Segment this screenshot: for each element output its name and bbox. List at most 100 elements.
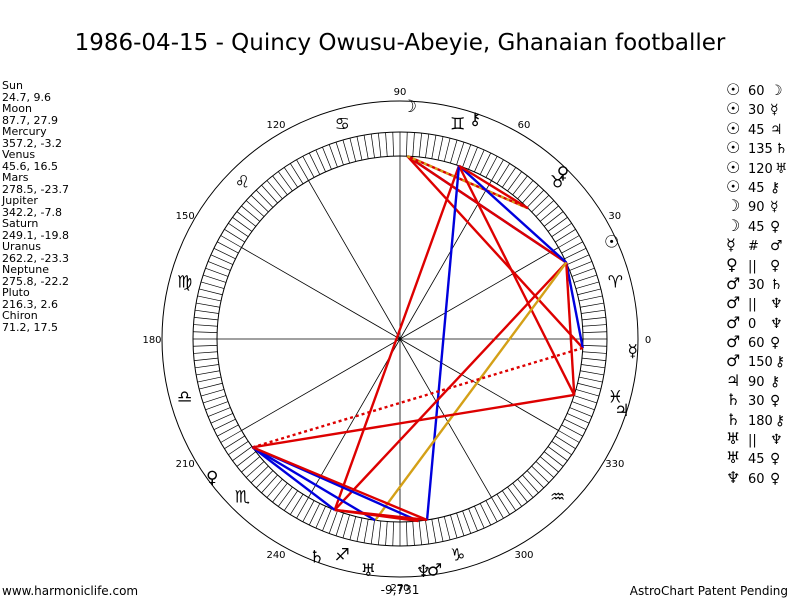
degree-tick bbox=[535, 200, 555, 217]
aspect-row: ♂ || ♆ bbox=[726, 293, 787, 312]
outer-circle bbox=[161, 100, 639, 578]
degree-label: 0 bbox=[645, 335, 651, 346]
degree-tick bbox=[193, 345, 218, 347]
degree-tick bbox=[199, 382, 223, 390]
aspect-angle: 150 bbox=[748, 355, 773, 371]
degree-tick bbox=[502, 167, 517, 188]
degree-tick bbox=[241, 456, 261, 473]
degree-tick bbox=[392, 132, 394, 157]
degree-tick bbox=[272, 175, 288, 196]
aspect-angle: 120 bbox=[748, 161, 773, 177]
degree-tick bbox=[502, 490, 517, 511]
aspect-angle: 45 bbox=[748, 219, 765, 235]
planet-name: Venus bbox=[2, 148, 36, 161]
degree-tick bbox=[412, 132, 415, 157]
zodiac-sign-glyph: ♑ bbox=[450, 545, 465, 565]
degree-tick bbox=[232, 446, 253, 461]
division-spoke bbox=[241, 338, 401, 431]
degree-tick bbox=[569, 261, 593, 271]
degree-tick bbox=[558, 235, 580, 248]
degree-tick bbox=[558, 430, 580, 443]
zodiac-sign-glyph: ♋ bbox=[335, 115, 350, 135]
degree-tick bbox=[547, 446, 568, 461]
degree-tick bbox=[392, 521, 394, 546]
degree-tick bbox=[551, 222, 572, 237]
degree-tick bbox=[555, 229, 576, 243]
degree-label: 120 bbox=[266, 120, 285, 131]
planet-glyph: ♀ bbox=[206, 468, 218, 488]
degree-tick bbox=[370, 520, 375, 545]
aspect-planet-b: ♆ bbox=[770, 296, 783, 313]
aspect-planet-a: ♀ bbox=[726, 254, 738, 274]
degree-tick bbox=[555, 435, 576, 449]
degree-tick bbox=[543, 211, 564, 227]
degree-tick bbox=[561, 241, 583, 254]
aspect-line bbox=[565, 262, 584, 349]
degree-tick bbox=[539, 456, 559, 473]
division-spoke bbox=[241, 247, 401, 340]
degree-tick bbox=[526, 470, 545, 489]
aspect-angle: 180 bbox=[748, 413, 773, 429]
degree-tick bbox=[250, 194, 269, 213]
degree-tick bbox=[575, 281, 600, 289]
aspect-planet-a: ☉ bbox=[726, 176, 741, 196]
aspect-line bbox=[251, 446, 376, 522]
planet-glyph: ♄ bbox=[309, 548, 324, 568]
degree-tick bbox=[569, 407, 593, 417]
degree-tick bbox=[224, 435, 245, 449]
zodiac-sign-glyph: ♈ bbox=[608, 272, 623, 292]
aspect-planet-a: ♄ bbox=[726, 390, 741, 410]
planet-name: Pluto bbox=[2, 286, 30, 299]
aspect-row: ♅ || ♆ bbox=[726, 429, 787, 448]
planet-coords: 249.1, -19.8 bbox=[2, 228, 69, 242]
aspect-planet-a: ♂ bbox=[726, 332, 741, 352]
degree-tick bbox=[245, 200, 265, 217]
degree-tick bbox=[302, 500, 315, 522]
degree-tick bbox=[266, 478, 283, 498]
degree-tick bbox=[217, 241, 239, 254]
aspect-line bbox=[251, 446, 336, 511]
degree-tick bbox=[564, 247, 587, 260]
aspect-angle: || bbox=[748, 258, 757, 274]
degree-tick bbox=[491, 497, 504, 519]
aspect-planet-b: ♀ bbox=[770, 393, 781, 410]
degree-tick bbox=[349, 138, 357, 162]
degree-tick bbox=[418, 520, 422, 545]
division-spoke bbox=[399, 180, 492, 340]
aspect-line bbox=[458, 164, 529, 210]
degree-tick bbox=[335, 142, 344, 166]
degree-tick bbox=[342, 514, 350, 539]
aspect-planet-a: ♅ bbox=[726, 429, 741, 449]
aspect-line bbox=[458, 164, 568, 264]
footer-credit: AstroChart Patent Pending bbox=[629, 584, 788, 598]
degree-label: 60 bbox=[518, 120, 531, 131]
aspect-row: ♆ 60 ♀ bbox=[726, 468, 787, 487]
aspect-angle: 60 bbox=[748, 336, 765, 352]
chart-title: 1986-04-15 - Quincy Owusu-Abeyie, Ghanai… bbox=[74, 30, 726, 56]
degree-tick bbox=[571, 401, 595, 411]
degree-tick bbox=[200, 389, 225, 397]
degree-tick bbox=[196, 302, 220, 308]
degree-tick bbox=[217, 424, 239, 437]
degree-tick bbox=[582, 324, 607, 327]
planet-glyph: ♂ bbox=[427, 560, 442, 580]
aspect-row: ☽ 90 ☿ bbox=[726, 196, 787, 215]
degree-tick bbox=[203, 274, 227, 283]
aspect-row: ♂ 150 ⚷ bbox=[726, 351, 787, 370]
degree-tick bbox=[283, 167, 298, 188]
aspect-planet-a: ☉ bbox=[726, 118, 741, 138]
aspect-angle: 45 bbox=[748, 122, 765, 138]
aspect-planet-b: ♀ bbox=[770, 218, 781, 235]
degree-tick bbox=[241, 205, 261, 222]
degree-tick bbox=[431, 519, 437, 543]
degree-tick bbox=[200, 281, 225, 289]
planet-glyph: ♆ bbox=[416, 562, 431, 582]
degree-tick bbox=[236, 211, 257, 227]
aspect-row: ♅ 45 ♀ bbox=[726, 448, 787, 467]
degree-tick bbox=[567, 413, 590, 424]
degree-tick bbox=[535, 461, 555, 478]
degree-tick bbox=[290, 494, 304, 515]
aspect-planet-a: ☉ bbox=[726, 138, 741, 158]
degree-tick bbox=[474, 506, 485, 529]
